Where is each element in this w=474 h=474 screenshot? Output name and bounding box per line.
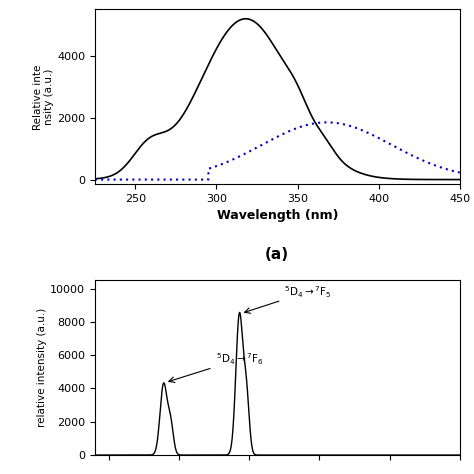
Y-axis label: Relative inte
nsity (a.u.): Relative inte nsity (a.u.) <box>33 64 54 129</box>
Text: $^5$D$_4$$\rightarrow$$^7$F$_6$: $^5$D$_4$$\rightarrow$$^7$F$_6$ <box>216 352 264 367</box>
Text: (a): (a) <box>265 246 289 262</box>
Y-axis label: relative intensity (a.u.): relative intensity (a.u.) <box>37 308 47 427</box>
X-axis label: Wavelength (nm): Wavelength (nm) <box>217 210 338 222</box>
Text: $^5$D$_4$$\rightarrow$$^7$F$_5$: $^5$D$_4$$\rightarrow$$^7$F$_5$ <box>284 284 332 300</box>
